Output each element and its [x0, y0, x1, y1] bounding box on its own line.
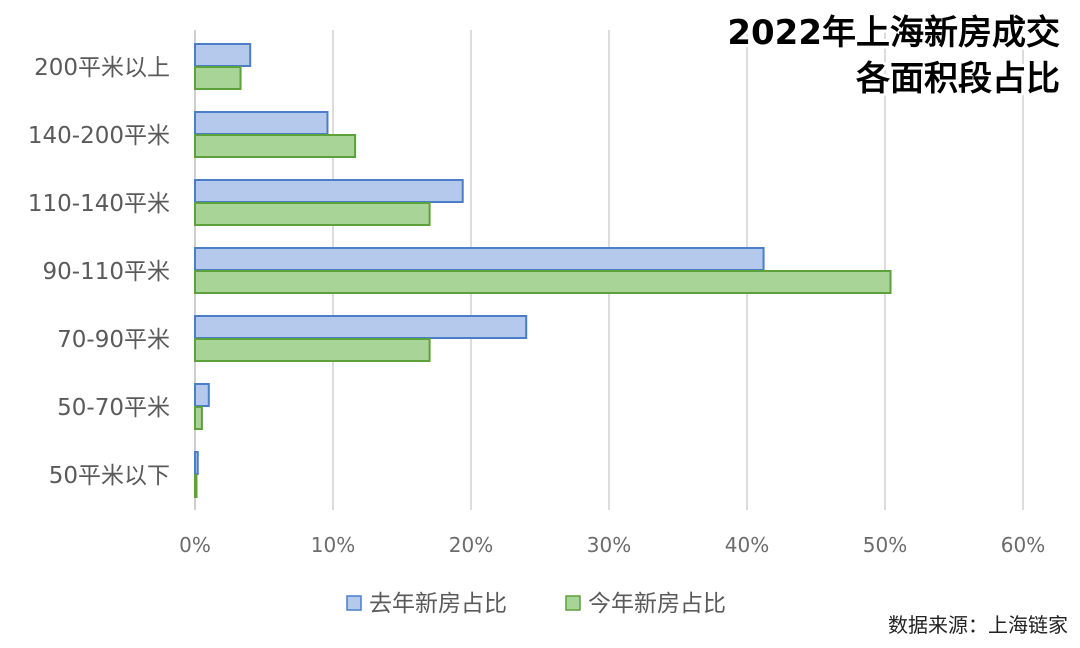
- x-tick-label: 10%: [311, 533, 355, 557]
- x-tick-label: 20%: [449, 533, 493, 557]
- x-tick-label: 0%: [179, 533, 211, 557]
- category-label: 90-110平米: [43, 259, 170, 285]
- legend-label: 去年新房占比: [369, 591, 507, 617]
- bar-last-year: [194, 111, 329, 135]
- x-tick-label: 40%: [725, 533, 769, 557]
- bar-this-year: [194, 406, 203, 430]
- bar-this-year: [194, 270, 892, 294]
- bar-this-year: [194, 134, 357, 158]
- legend-label: 今年新房占比: [588, 591, 726, 617]
- x-tick-label: 30%: [587, 533, 631, 557]
- legend-swatch: [565, 595, 581, 611]
- bar-last-year: [194, 247, 765, 271]
- x-tick-label: 60%: [1001, 533, 1045, 557]
- category-label: 70-90平米: [57, 327, 170, 353]
- bar-this-year: [194, 202, 431, 226]
- bar-last-year: [194, 179, 464, 203]
- x-tick-labels: 0% 10% 20% 30% 40% 50% 60%: [179, 533, 1045, 557]
- x-tick-label: 50%: [863, 533, 907, 557]
- chart-title-line-2: 各面积段占比: [856, 59, 1060, 99]
- category-label: 140-200平米: [28, 123, 170, 149]
- bar-this-year: [194, 66, 242, 90]
- legend: 去年新房占比 今年新房占比: [346, 591, 726, 617]
- chart-title-line-1: 2022年上海新房成交: [727, 13, 1060, 53]
- bar-this-year: [194, 338, 431, 362]
- bar-last-year: [194, 315, 528, 339]
- category-label: 50平米以下: [49, 463, 170, 489]
- category-labels: 200平米以上 140-200平米 110-140平米 90-110平米 70-90平米…: [28, 55, 170, 489]
- category-label: 110-140平米: [28, 191, 170, 217]
- legend-swatch: [346, 595, 362, 611]
- bars: [194, 43, 892, 498]
- bar-last-year: [194, 451, 199, 475]
- bar-this-year: [194, 474, 198, 498]
- source-note: 数据来源：上海链家: [888, 613, 1068, 637]
- category-label: 50-70平米: [57, 395, 170, 421]
- category-label: 200平米以上: [34, 55, 170, 81]
- bar-last-year: [194, 43, 252, 67]
- bar-last-year: [194, 383, 210, 407]
